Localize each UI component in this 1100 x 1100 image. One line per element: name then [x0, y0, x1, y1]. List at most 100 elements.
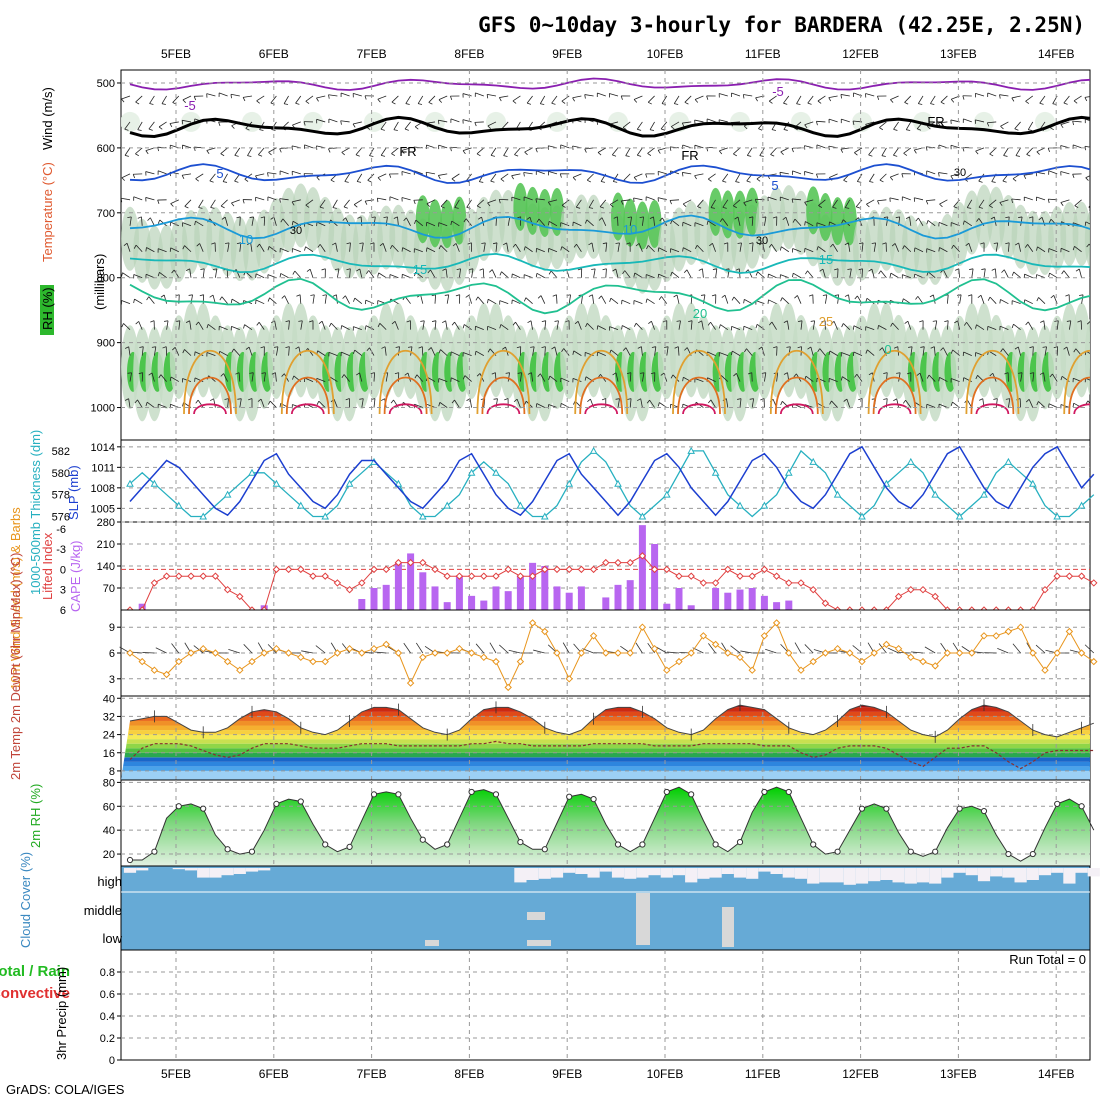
wind-barb — [794, 218, 802, 227]
wind-barb — [817, 402, 826, 408]
wind-barb-flag — [890, 99, 894, 103]
rh-blob — [830, 197, 845, 246]
wind-barb-flag — [1077, 320, 1082, 323]
wind-barb — [890, 95, 899, 100]
wind-barb-flag — [124, 346, 129, 349]
wind-barb-flag — [512, 243, 516, 248]
wind-barb — [360, 216, 363, 226]
rh-marker — [1005, 850, 1012, 858]
wind-barb — [540, 295, 546, 304]
thickness-marker — [248, 468, 256, 476]
wind-barb — [380, 121, 387, 130]
wind-barb-flag — [1025, 100, 1030, 104]
wind-barb-flag — [830, 321, 835, 325]
temp-band — [121, 761, 1090, 767]
wind-barb-flag — [1029, 372, 1034, 374]
wind-barb — [349, 268, 351, 278]
wind-barb — [170, 403, 179, 408]
wind-barb — [746, 348, 753, 356]
wind-barb-flag — [305, 100, 310, 104]
wind-barb — [1056, 320, 1059, 330]
high-cloud-gap — [575, 868, 588, 874]
wind-barb-flag — [206, 150, 210, 154]
cape-bar — [577, 586, 585, 610]
wind-barb — [377, 95, 387, 100]
wind-barb-flag — [401, 247, 404, 252]
wind-barb — [1074, 245, 1082, 253]
wind-barb — [160, 374, 167, 382]
wind-barb — [353, 326, 362, 331]
wind-barb — [368, 270, 375, 278]
wind-barb-flag — [622, 270, 626, 275]
wind-barb-flag — [612, 372, 617, 376]
wind-speed-marker — [980, 632, 988, 640]
wind-barb-flag — [285, 320, 290, 323]
wind-barb — [380, 147, 387, 156]
wind-barb — [133, 196, 143, 201]
wind-barb-flag — [236, 216, 241, 219]
cloud-gap — [636, 893, 650, 945]
wind-barb-flag — [487, 299, 489, 304]
wind-barb — [377, 197, 387, 201]
wind-barb-flag — [559, 173, 562, 178]
wind-barb-flag — [171, 347, 176, 351]
wind-barb — [764, 372, 767, 382]
tick-label: 0.2 — [100, 1033, 115, 1045]
wind-barb — [865, 93, 875, 97]
ylabel-wind10m: 10m Wind Speed (m/s) & Barbs — [8, 507, 23, 690]
wind-speed-marker — [480, 653, 488, 662]
wind-barb — [1002, 348, 1009, 356]
wind-barb-flag — [279, 198, 281, 203]
wind-barb — [682, 172, 692, 175]
wind-barb-flag — [893, 398, 897, 402]
thickness-marker — [126, 479, 134, 487]
lifted-index-marker — [443, 572, 451, 580]
high-cloud-gap — [685, 868, 698, 883]
wind-barb — [718, 119, 728, 123]
wind-barb-flag — [890, 322, 893, 327]
wind-barb — [145, 273, 155, 279]
wind-barb — [227, 242, 230, 252]
wind-barb-flag — [500, 178, 505, 182]
wind-barb-flag — [242, 97, 246, 102]
wind-barb — [417, 95, 424, 104]
wind-barb — [572, 95, 582, 99]
isotherm-diurnal — [579, 376, 624, 415]
wind-barb — [719, 147, 728, 152]
wind-barb — [524, 274, 533, 279]
wind-barb — [1043, 372, 1046, 382]
wind-barb — [591, 242, 594, 252]
wind-barb — [743, 94, 753, 97]
wind-barb — [523, 172, 533, 175]
wind-barb-flag — [298, 320, 303, 322]
wind-barb — [832, 199, 838, 208]
wind-barb-flag — [902, 399, 906, 404]
wind-barb-flag — [391, 101, 396, 105]
wind-barb-flag — [901, 173, 904, 178]
wind-barb — [500, 173, 509, 180]
wind-barb — [1012, 300, 1021, 305]
isotherm-line — [129, 115, 1090, 139]
wind-barb — [121, 95, 131, 100]
wind-barb-flag — [993, 398, 998, 400]
wind-barb-flag — [194, 221, 196, 226]
wind-barb — [524, 147, 533, 153]
cape-bar — [687, 605, 695, 610]
wind-barb-flag — [889, 273, 892, 278]
wind-barb-flag — [771, 129, 777, 131]
wind-barb — [304, 144, 314, 149]
wind-barb-flag — [976, 218, 980, 222]
wind-barb-flag — [1047, 198, 1050, 204]
wind-barb-flag — [735, 181, 740, 183]
wind-speed-marker — [699, 632, 708, 640]
wind-barb — [902, 196, 911, 201]
wind-barb-flag — [133, 244, 137, 249]
wind-barb — [487, 121, 497, 127]
wind-barb-flag — [1048, 272, 1050, 278]
wind-speed-marker — [553, 649, 561, 657]
wind-barb — [129, 372, 132, 382]
wind-barb — [617, 216, 619, 226]
temp-band — [121, 770, 1090, 780]
wind-barb-flag — [723, 242, 728, 245]
